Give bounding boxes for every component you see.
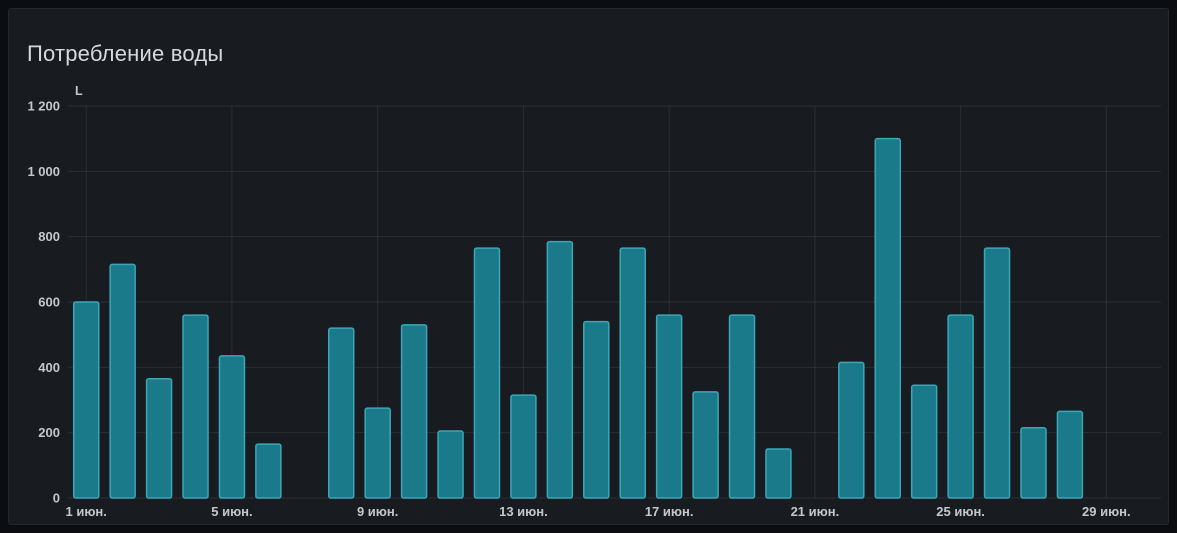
bar[interactable] [546,240,574,499]
bar[interactable] [655,314,683,499]
bar[interactable] [1020,427,1047,499]
bar[interactable] [983,247,1011,499]
panel-title[interactable]: Потребление воды [27,41,224,66]
bar[interactable] [765,448,792,499]
y-tick-label: 400 [38,360,60,375]
water-consumption-panel: 0 200 400 600 800 1 000 1 200 1 июн. 5 июн. 9 июн… [8,8,1169,525]
x-tick-label: 25 июн. [936,504,985,519]
bar[interactable] [583,320,610,499]
water-consumption-chart[interactable]: 0 200 400 600 800 1 000 1 200 1 июн. 5 июн. 9 июн… [9,9,1170,526]
bar[interactable] [182,314,209,499]
y-tick-label: 0 [53,491,60,506]
bars [72,137,1084,499]
x-tick-label: 17 июн. [645,504,694,519]
x-tick-label: 1 июн. [66,504,107,519]
axis-labels: 0 200 400 600 800 1 000 1 200 1 июн. 5 июн. 9 июн… [27,84,1130,519]
bar[interactable] [364,407,391,499]
bar[interactable] [619,247,646,499]
y-axis-unit-label: L [75,84,83,98]
bar[interactable] [109,263,136,499]
x-tick-label: 21 июн. [791,504,840,519]
y-tick-label: 600 [38,295,60,310]
bar[interactable] [328,327,355,499]
bar[interactable] [728,314,756,499]
bar[interactable] [874,137,901,499]
bar[interactable] [437,430,464,499]
y-tick-label: 800 [38,229,60,244]
x-tick-label: 13 июн. [499,504,548,519]
bar[interactable] [947,314,974,499]
bar[interactable] [145,378,173,499]
y-tick-label: 1 200 [27,99,60,114]
bar[interactable] [510,394,537,499]
bar[interactable] [692,391,719,499]
bar[interactable] [255,443,282,499]
bar[interactable] [838,361,865,499]
y-tick-label: 1 000 [27,164,60,179]
bar[interactable] [72,301,100,499]
bar[interactable] [910,384,938,499]
x-tick-label: 29 июн. [1082,504,1131,519]
bar[interactable] [400,324,428,499]
bar[interactable] [473,247,501,499]
y-tick-label: 200 [38,425,60,440]
bar[interactable] [1056,410,1084,499]
bar[interactable] [218,355,246,499]
x-tick-label: 9 июн. [357,504,398,519]
x-tick-label: 5 июн. [211,504,252,519]
